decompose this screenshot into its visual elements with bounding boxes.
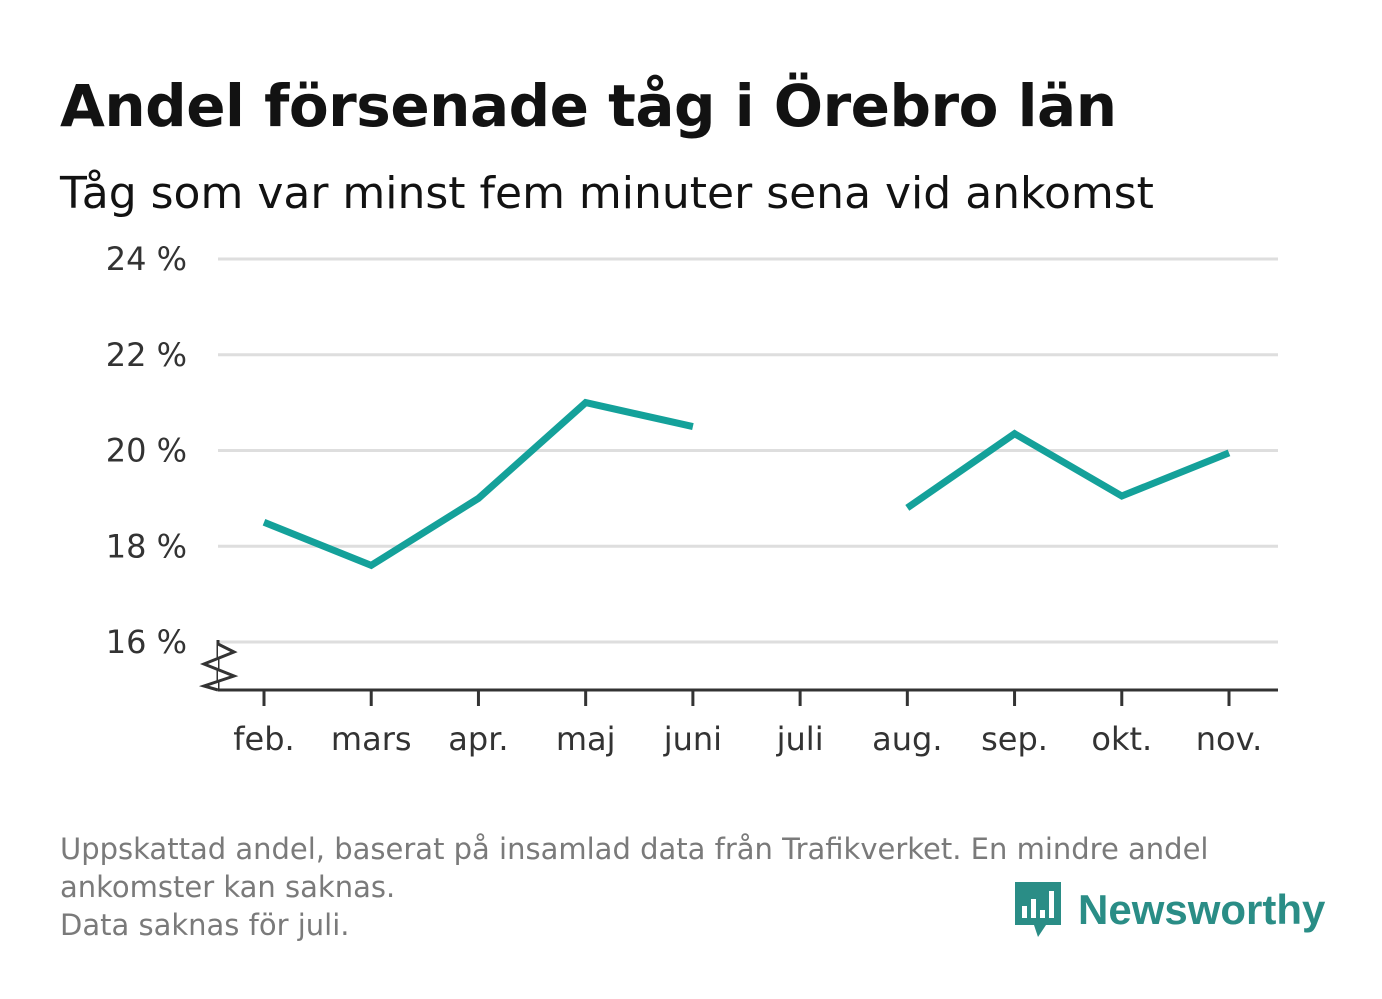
x-tick-label: feb. bbox=[233, 720, 294, 758]
chart-title: Andel försenade tåg i Örebro län bbox=[60, 72, 1117, 140]
x-tick-label: juni bbox=[663, 720, 722, 758]
gridlines bbox=[218, 257, 1278, 644]
y-tick-label: 18 % bbox=[106, 527, 187, 565]
x-tick-label: apr. bbox=[448, 720, 508, 758]
x-tick-label: maj bbox=[556, 720, 616, 758]
series-line-segment bbox=[905, 429, 1231, 511]
footnote: Uppskattad andel, baserat på insamlad da… bbox=[60, 830, 1310, 944]
newsworthy-logo: Newsworthy bbox=[1012, 878, 1325, 942]
footnote-line: Data saknas för juli. bbox=[60, 908, 350, 942]
x-tick-label: nov. bbox=[1196, 720, 1262, 758]
x-tick-label: juli bbox=[776, 720, 824, 758]
x-tick-label: okt. bbox=[1091, 720, 1152, 758]
footnote-line: Uppskattad andel, baserat på insamlad da… bbox=[60, 832, 1209, 866]
x-axis bbox=[198, 640, 1278, 692]
y-tick-label: 16 % bbox=[106, 623, 187, 661]
y-tick-label: 24 % bbox=[106, 240, 187, 278]
y-tick-label: 22 % bbox=[106, 336, 187, 374]
brand-name: Newsworthy bbox=[1078, 886, 1326, 933]
x-tick-label: sep. bbox=[981, 720, 1048, 758]
axis-break-icon bbox=[198, 642, 239, 692]
series-line-segment bbox=[262, 398, 694, 570]
x-tick-label: aug. bbox=[872, 720, 942, 758]
x-axis-ticks: feb. mars apr. maj juni juli aug. sep. okt. nov. bbox=[233, 690, 1262, 758]
bar-chart-speech-bubble-icon bbox=[1015, 882, 1061, 937]
chart-subtitle: Tåg som var minst fem minuter sena vid a… bbox=[60, 168, 1154, 219]
data-series bbox=[262, 398, 1231, 570]
footnote-line: ankomster kan saknas. bbox=[60, 870, 396, 904]
y-axis-ticks: 16 % 18 % 20 % 22 % 24 % bbox=[106, 240, 187, 661]
y-tick-label: 20 % bbox=[106, 432, 187, 470]
x-tick-label: mars bbox=[331, 720, 412, 758]
